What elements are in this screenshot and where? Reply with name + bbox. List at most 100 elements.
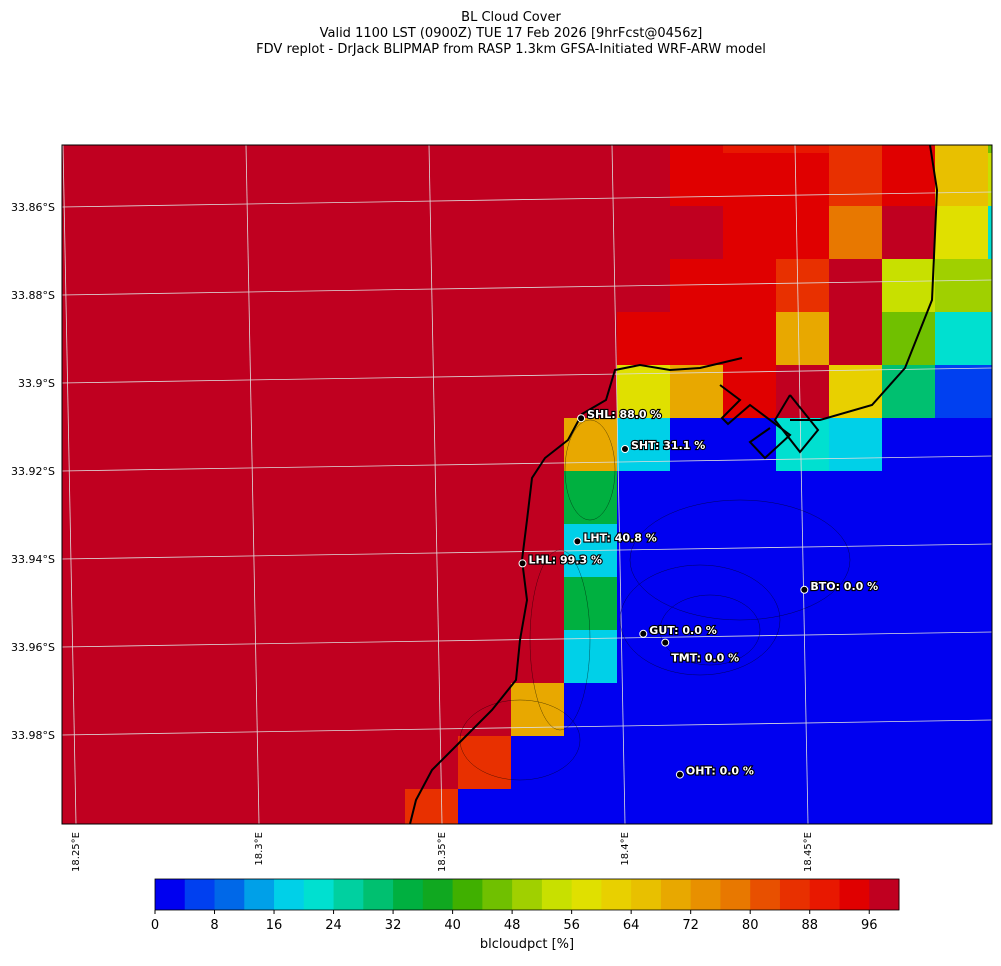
grid-cell — [617, 145, 671, 154]
title: BL Cloud Cover — [461, 10, 561, 25]
colorbar-swatch — [274, 879, 305, 910]
lat-tick-label: 33.86°S — [11, 201, 55, 214]
colorbar-tick-label: 16 — [266, 918, 283, 933]
grid-cell — [193, 145, 247, 154]
grid-cell — [988, 259, 992, 313]
colorbar-swatch — [541, 879, 573, 910]
colorbar-frame — [154, 878, 900, 911]
grid-cell — [935, 365, 989, 419]
grid-cell — [62, 683, 88, 737]
grid-cell — [882, 683, 936, 737]
grid-cell — [246, 145, 300, 154]
grid-cell — [723, 630, 777, 684]
grid-cell — [882, 471, 936, 525]
grid-cell — [458, 153, 512, 207]
colorbar-swatch — [750, 879, 781, 910]
grid-cell — [62, 471, 88, 525]
grid-cell — [511, 577, 565, 631]
grid-cell — [617, 153, 671, 207]
colorbar-tick-label: 32 — [385, 918, 402, 933]
grid-cell — [935, 577, 989, 631]
grid-cell — [776, 312, 830, 366]
grid-cell — [935, 153, 989, 207]
grid-cell — [935, 206, 989, 260]
grid-cell — [617, 418, 671, 472]
graticule — [62, 145, 992, 824]
grid-cell — [988, 471, 992, 525]
station-marker — [577, 414, 586, 423]
grid-cell — [670, 471, 724, 525]
colorbar-swatch — [363, 879, 394, 910]
grid-cell — [882, 524, 936, 578]
grid-cell — [723, 145, 777, 154]
lat-grid-line — [62, 631, 992, 648]
colorbar-swatch — [482, 879, 513, 910]
grid-cell — [405, 365, 459, 419]
grid-cell — [299, 577, 353, 631]
lon-grid-line — [245, 145, 260, 824]
grid-cell — [246, 683, 300, 737]
grid-cell — [458, 206, 512, 260]
grid-cell — [935, 789, 989, 824]
grid-cell — [140, 630, 194, 684]
grid-cell — [62, 630, 88, 684]
grid-cell — [299, 153, 353, 207]
grid-cell — [87, 153, 141, 207]
grid-cell — [140, 736, 194, 790]
grid-cell — [988, 524, 992, 578]
colorbar-swatch — [303, 879, 335, 910]
grid-cell — [87, 365, 141, 419]
colorbar-swatch — [244, 879, 275, 910]
grid-cell — [246, 206, 300, 260]
grid-cell — [87, 683, 141, 737]
grid-cell — [670, 365, 724, 419]
colorbar-swatch — [512, 879, 543, 910]
grid-cell — [87, 524, 141, 578]
grid-cell — [140, 312, 194, 366]
grid-cell — [988, 312, 992, 366]
grid-cell — [617, 683, 671, 737]
grid-cell — [882, 418, 936, 472]
grid-cell — [405, 312, 459, 366]
station-label: SHL: 88.0 % — [587, 408, 661, 421]
grid-cell — [776, 471, 830, 525]
station-label: OHT: 0.0 % — [686, 765, 754, 778]
grid-cell — [988, 630, 992, 684]
colorbar-swatch — [333, 879, 364, 910]
colorbar-swatch — [155, 879, 186, 910]
grid-cell — [511, 153, 565, 207]
grid-cell — [140, 259, 194, 313]
grid-cell — [829, 789, 883, 824]
grid-cell — [299, 365, 353, 419]
lat-tick-label: 33.9°S — [18, 377, 55, 390]
grid-cell — [62, 418, 88, 472]
grid-cell — [87, 145, 141, 154]
grid-cell — [140, 524, 194, 578]
station-marker — [639, 629, 648, 638]
station-label: SHT: 31.1 % — [631, 439, 705, 452]
grid-cell — [458, 577, 512, 631]
grid-cell — [617, 312, 671, 366]
grid-cell — [193, 153, 247, 207]
grid-cell — [458, 471, 512, 525]
grid-cell — [723, 524, 777, 578]
lon-tick-label: 18.4°E — [620, 832, 631, 866]
grid-cell — [776, 418, 830, 472]
lat-tick-label: 33.98°S — [11, 729, 55, 742]
grid-cell — [776, 206, 830, 260]
grid-cell — [564, 145, 618, 154]
grid-cell — [670, 524, 724, 578]
grid-cell — [670, 418, 724, 472]
station-label: GUT: 0.0 % — [649, 624, 716, 637]
grid-cell — [352, 365, 406, 419]
grid-cell — [617, 206, 671, 260]
grid-cell — [776, 736, 830, 790]
grid-cell — [87, 312, 141, 366]
grid-cell — [670, 683, 724, 737]
colorbar-tick-label: 88 — [801, 918, 818, 933]
grid-cell — [829, 418, 883, 472]
grid-cell — [193, 630, 247, 684]
grid-cell — [62, 206, 88, 260]
grid-cell — [670, 577, 724, 631]
grid-cell — [988, 418, 992, 472]
